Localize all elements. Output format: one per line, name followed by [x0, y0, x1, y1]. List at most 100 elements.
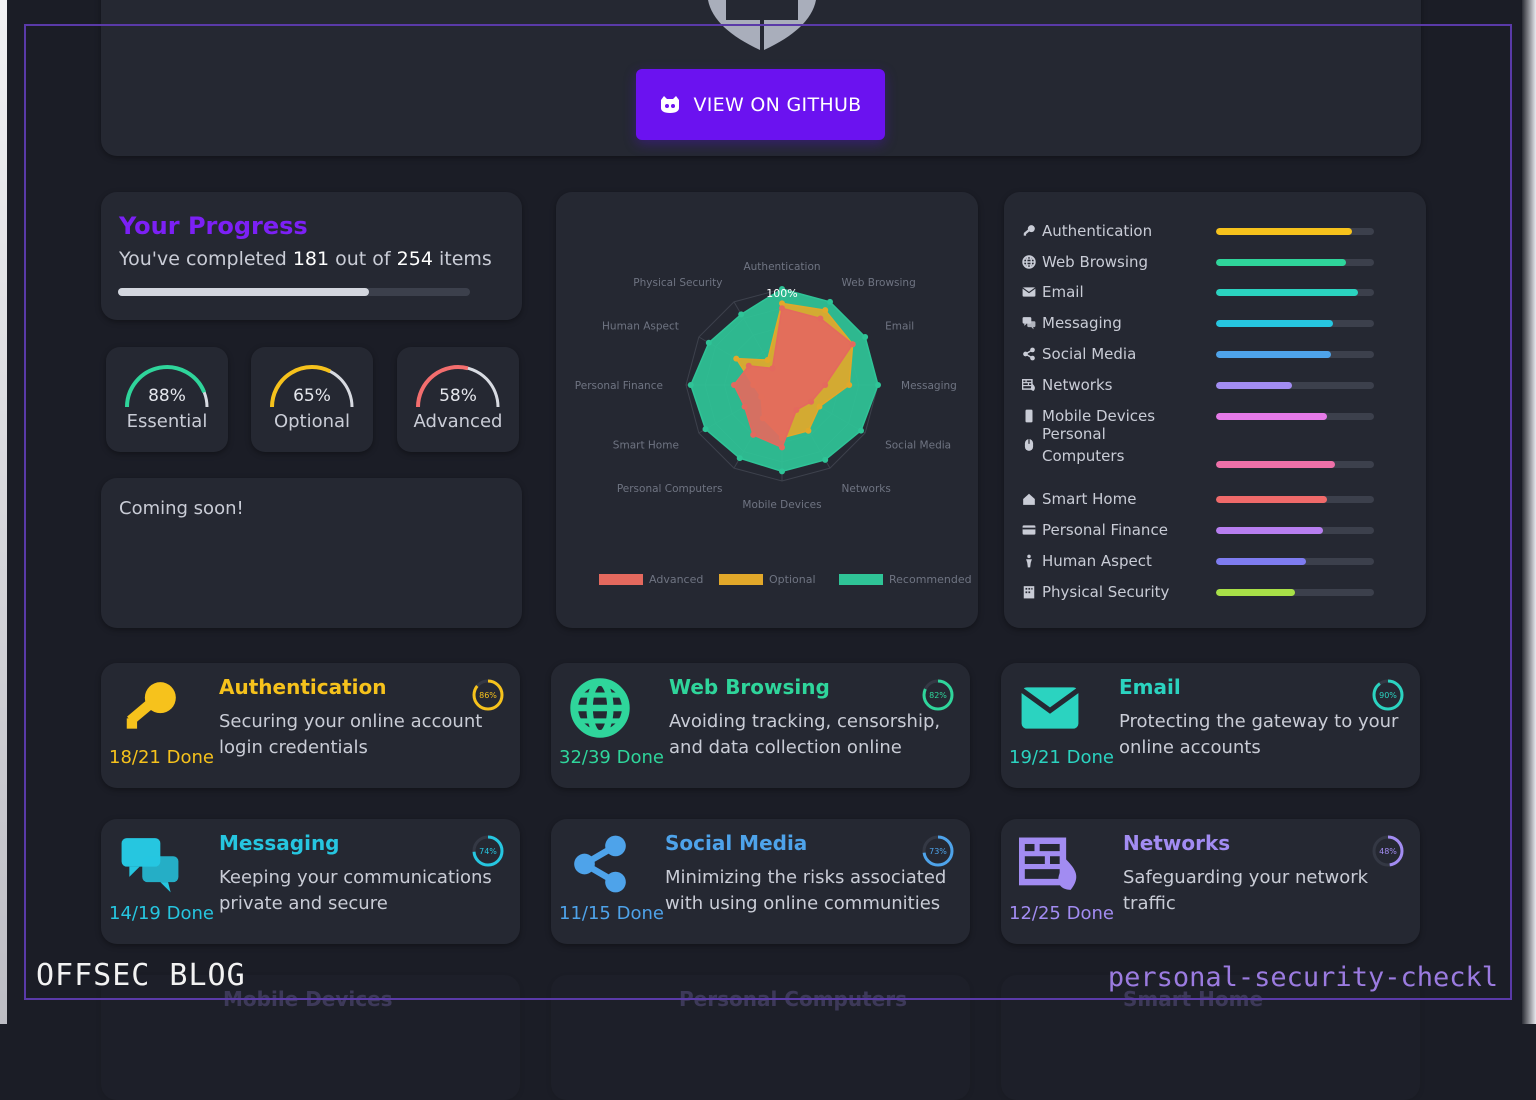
section-card-web-browsing[interactable]: 32/39 Done Web Browsing Avoiding trackin… [551, 663, 970, 788]
radar-point [805, 427, 812, 434]
legend-swatch-optional[interactable] [719, 574, 763, 585]
category-progress-bar [1216, 259, 1374, 266]
gauge-optional: 65% Optional [251, 347, 373, 452]
key-icon [119, 677, 187, 745]
radar-axis-label: Mobile Devices [742, 499, 821, 511]
window-edge-left [0, 0, 7, 1024]
house-icon [1022, 492, 1036, 506]
gauge-arc [416, 365, 500, 408]
section-card-social-media[interactable]: 11/15 Done Social Media Minimizing the r… [551, 819, 970, 944]
radar-axis-label: Authentication [743, 261, 820, 273]
category-progress-fill [1216, 351, 1332, 358]
section-card-mobile-devices[interactable]: Mobile Devices [101, 975, 520, 1100]
category-progress-fill [1216, 496, 1327, 503]
category-progress-card: Authentication Web Browsing Email Messag… [1004, 192, 1426, 628]
category-progress-bar [1216, 413, 1374, 420]
radar-axis-label: Personal Computers [617, 483, 723, 495]
section-done-count: 12/25 Done [1009, 903, 1114, 924]
radar-point [779, 305, 785, 312]
legend-swatch-advanced[interactable] [599, 574, 643, 585]
overall-progress-fill [118, 288, 369, 296]
legend-label-advanced[interactable]: Advanced [649, 573, 703, 586]
view-on-github-button[interactable]: VIEW ON GITHUB [636, 69, 885, 140]
radar-point [736, 455, 743, 462]
radar-axis-label: Personal Finance [575, 380, 663, 392]
section-done-count: 14/19 Done [109, 903, 214, 924]
category-name: Smart Home [1042, 490, 1137, 508]
gauge-arc [125, 365, 209, 408]
radar-point [817, 315, 824, 322]
building-icon [1022, 585, 1036, 599]
section-progress-ring: 73% [922, 835, 954, 867]
category-row-authentication[interactable]: Authentication [1022, 220, 1152, 242]
globe-icon [569, 677, 637, 745]
category-progress-fill [1216, 228, 1352, 235]
radar-point [808, 398, 815, 405]
progress-prefix: You've completed [119, 248, 287, 270]
radar-point [827, 298, 833, 305]
category-row-mobile-devices[interactable]: Mobile Devices [1022, 405, 1155, 427]
category-row-human-aspect[interactable]: Human Aspect [1022, 550, 1152, 572]
category-progress-bar [1216, 461, 1374, 468]
category-progress-bar [1216, 527, 1374, 534]
category-row-networks[interactable]: Networks [1022, 374, 1112, 396]
category-progress-fill [1216, 589, 1295, 596]
section-card-networks[interactable]: 12/25 Done Networks Safeguarding your ne… [1001, 819, 1420, 944]
radar-point [738, 311, 745, 318]
category-row-personal-finance[interactable]: Personal Finance [1022, 519, 1168, 541]
progress-suffix: items [438, 248, 492, 270]
section-title: Mobile Devices [223, 987, 393, 1011]
category-row-physical-security[interactable]: Physical Security [1022, 581, 1169, 603]
category-progress-fill [1216, 461, 1335, 468]
category-name: Human Aspect [1042, 552, 1152, 570]
category-row-email[interactable]: Email [1022, 281, 1084, 303]
radar-point [857, 427, 864, 434]
category-row-smart-home[interactable]: Smart Home [1022, 488, 1136, 510]
section-card-authentication[interactable]: 18/21 Done Authentication Securing your … [101, 663, 520, 788]
radar-axis-label: Human Aspect [602, 320, 679, 332]
category-progress-bar [1216, 496, 1374, 503]
legend-swatch-recommended[interactable] [839, 574, 883, 585]
firewall-icon [1022, 378, 1036, 392]
section-card-personal-computers[interactable]: Personal Computers [551, 975, 970, 1100]
globe-icon [1022, 255, 1036, 269]
overall-progress-bar [118, 288, 470, 296]
radar-axis-label: Networks [842, 483, 891, 495]
category-row-social-media[interactable]: Social Media [1022, 343, 1136, 365]
category-name: Personal Finance [1042, 521, 1168, 539]
progress-total-count: 254 [396, 248, 433, 270]
progress-text: You've completed 181 out of 254 items [119, 248, 492, 270]
radar-scale-label: 100% [766, 287, 797, 300]
section-card-email[interactable]: 19/21 Done Email Protecting the gateway … [1001, 663, 1420, 788]
watermark-right: personal-security-checkl [1107, 962, 1498, 993]
section-description: Keeping your communications private and … [219, 867, 492, 914]
legend-label-recommended[interactable]: Recommended [889, 573, 972, 586]
radar-point [779, 286, 785, 292]
category-row-personal-computers[interactable]: Personal Computers [1022, 425, 1132, 465]
category-row-web-browsing[interactable]: Web Browsing [1022, 251, 1148, 273]
radar-point [822, 382, 829, 388]
section-title: Messaging [219, 831, 340, 855]
section-card-messaging[interactable]: 14/19 Done Messaging Keeping your commun… [101, 819, 520, 944]
section-title: Social Media [665, 831, 808, 855]
legend-label-optional[interactable]: Optional [769, 573, 816, 586]
radar-point [733, 355, 740, 362]
section-ring-percent: 82% [929, 691, 947, 700]
share-icon [569, 833, 637, 901]
radar-point [793, 406, 800, 413]
category-progress-bar [1216, 289, 1374, 296]
person-icon [1022, 554, 1036, 568]
section-done-count: 18/21 Done [109, 747, 214, 768]
radar-point [764, 357, 771, 364]
section-ring-percent: 90% [1379, 691, 1397, 700]
chat-icon [119, 833, 187, 901]
progress-card: Your Progress You've completed 181 out o… [101, 192, 522, 320]
radar-point [702, 426, 709, 433]
category-name: Authentication [1042, 222, 1153, 240]
section-card-smart-home[interactable]: Smart Home [1001, 975, 1420, 1100]
category-row-messaging[interactable]: Messaging [1022, 312, 1122, 334]
gauge-label: Advanced [413, 411, 503, 432]
progress-done-count: 181 [292, 248, 330, 270]
category-progress-bar [1216, 589, 1374, 596]
category-progress-bar [1216, 320, 1374, 327]
